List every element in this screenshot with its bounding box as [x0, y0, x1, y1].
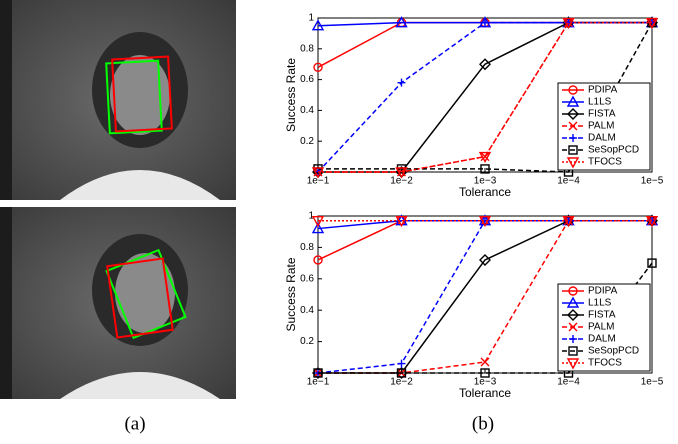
marker: [396, 368, 407, 378]
legend-marker: [568, 286, 578, 296]
y-tick-label: 0.6: [300, 74, 314, 85]
x-tick-label: 1e−5: [641, 377, 664, 388]
marker: [478, 216, 492, 228]
legend-label: DALM: [588, 133, 616, 144]
legend-label: FISTA: [588, 109, 616, 120]
legend-label: PALM: [588, 322, 615, 333]
x-tick-label: 1e−1: [307, 377, 330, 388]
legend-label: PDIPA: [588, 85, 618, 96]
marker: [480, 164, 490, 174]
legend-marker: [567, 309, 579, 321]
legend-marker: [568, 145, 578, 155]
x-tick-label: 1e−2: [390, 377, 413, 388]
marker: [562, 17, 575, 30]
marker: [479, 58, 491, 71]
legend-marker: [568, 322, 578, 332]
x-tick-label: 1e−1: [307, 176, 330, 187]
marker: [481, 18, 489, 27]
marker: [562, 216, 575, 228]
marker: [397, 359, 406, 368]
x-axis-label: Tolerance: [459, 185, 511, 199]
marker: [311, 222, 325, 234]
marker: [478, 151, 492, 164]
marker: [313, 255, 323, 265]
x-tick-label: 1e−4: [557, 176, 580, 187]
legend-label: PALM: [588, 121, 615, 132]
legend-label: SeSopPCD: [588, 145, 639, 156]
photo-top: [0, 0, 236, 200]
legend-label: SeSopPCD: [588, 346, 639, 357]
legend-marker: [566, 157, 580, 169]
caption: (a): [124, 413, 145, 434]
x-tick-label: 1e−2: [390, 176, 413, 187]
legend-label: TFOCS: [588, 157, 622, 168]
legend-marker: [568, 121, 578, 131]
x-tick-label: 1e−3: [474, 176, 497, 187]
marker: [397, 78, 406, 87]
marker: [311, 167, 325, 179]
y-axis-label: Success Rate: [284, 257, 298, 331]
marker: [480, 368, 490, 378]
legend-marker: [566, 358, 580, 370]
y-tick-label: 0.4: [300, 305, 314, 316]
y-tick-label: 0.6: [300, 273, 314, 284]
legend-label: PDIPA: [588, 286, 618, 297]
x-axis-label: Tolerance: [459, 386, 511, 400]
photo-bottom: [0, 207, 236, 399]
marker: [313, 62, 323, 72]
legend-label: FISTA: [588, 310, 616, 321]
marker: [479, 253, 491, 266]
legend-label: L1LS: [588, 298, 612, 309]
legend-marker: [567, 108, 579, 120]
y-tick-label: 0.2: [300, 336, 314, 347]
legend-label: L1LS: [588, 97, 612, 108]
marker: [395, 16, 408, 28]
caption: (b): [472, 413, 494, 434]
legend-marker: [566, 95, 580, 107]
x-tick-label: 1e−3: [474, 377, 497, 388]
marker: [645, 17, 659, 30]
legend-marker: [569, 134, 577, 142]
x-tick-label: 1e−5: [641, 176, 664, 187]
legend-marker: [568, 85, 578, 95]
y-axis-label: Success Rate: [284, 58, 298, 132]
legend-label: TFOCS: [588, 358, 622, 369]
marker: [313, 368, 323, 378]
y-tick-label: 0.2: [300, 136, 314, 147]
legend-marker: [569, 335, 577, 343]
marker: [480, 357, 490, 367]
marker: [311, 19, 325, 31]
marker: [645, 216, 659, 228]
legend-marker: [568, 346, 578, 356]
x-tick-label: 1e−4: [557, 377, 580, 388]
marker: [395, 216, 408, 228]
legend-marker: [566, 296, 580, 308]
y-tick-label: 0.8: [300, 242, 314, 253]
y-tick-label: 0.8: [300, 43, 314, 54]
legend-label: DALM: [588, 334, 616, 345]
series-line: [318, 21, 652, 173]
y-tick-label: 1: [308, 211, 314, 222]
marker: [647, 258, 657, 268]
marker: [395, 167, 408, 179]
y-tick-label: 0.4: [300, 105, 314, 116]
marker: [311, 216, 325, 228]
y-tick-label: 1: [308, 13, 314, 24]
